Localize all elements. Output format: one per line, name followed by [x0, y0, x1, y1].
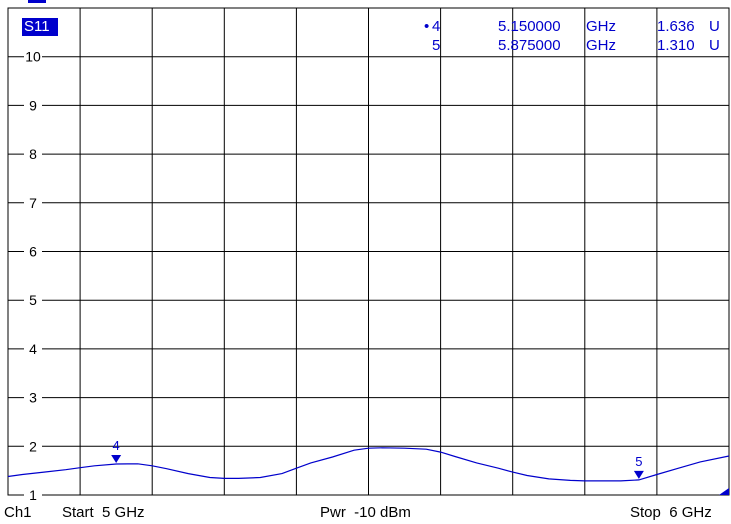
marker-4-freq: 5.150000 [498, 18, 561, 35]
marker-4-id: 4 [432, 18, 441, 35]
y-tick-label-bg [24, 48, 42, 65]
y-tick-label: 10 [25, 49, 41, 65]
footer-start: Start 5 GHz [62, 504, 145, 521]
marker-5-triangle [633, 470, 644, 479]
y-tick-label: 4 [29, 341, 37, 357]
marker-row-4: • 4 5.150000 GHz 1.636 U [0, 18, 731, 36]
y-tick-label: 7 [29, 195, 37, 211]
y-tick-label-bg [24, 340, 42, 357]
plot-area: 10 9 8 7 6 5 4 3 2 1 4 5 [7, 7, 730, 500]
trace-line [7, 447, 730, 482]
y-tick-label: 3 [29, 390, 37, 406]
y-tick-label-bg [24, 389, 42, 406]
y-tick-label-bg [24, 194, 42, 211]
status-footer: Ch1 Start 5 GHz Pwr -10 dBm Stop 6 GHz [0, 501, 731, 524]
y-tick-label: 5 [29, 292, 37, 308]
marker-5-id: 5 [432, 37, 441, 54]
marker-4-triangle [111, 455, 122, 464]
y-tick-label-bg [24, 243, 42, 260]
marker-active-dot: • [424, 18, 430, 35]
marker-readout-table: • 4 5.150000 GHz 1.636 U 5 5.875000 GHz … [0, 18, 731, 58]
marker-4-label: 4 [113, 438, 120, 453]
y-tick-label: 8 [29, 146, 37, 162]
off-scale-indicator [719, 488, 729, 495]
footer-power: Pwr -10 dBm [320, 504, 411, 521]
y-tick-label: 1 [29, 487, 37, 500]
marker-5-freq: 5.875000 [498, 37, 561, 54]
trace-label-s11[interactable]: S11 [22, 18, 58, 36]
y-tick-label-bg [24, 97, 42, 114]
footer-stop: Stop 6 GHz [630, 504, 712, 521]
trace-tag-top-bar [28, 0, 46, 3]
y-tick-label: 6 [29, 244, 37, 260]
y-tick-label-bg [24, 438, 42, 455]
marker-4-unit: GHz [586, 18, 616, 35]
marker-4-value: 1.636 [657, 18, 695, 35]
y-tick-label: 9 [29, 97, 37, 113]
footer-channel: Ch1 [4, 504, 32, 521]
y-tick-label-bg [24, 292, 42, 309]
marker-5-value-unit: U [709, 37, 720, 54]
y-tick-label-bg [24, 487, 42, 500]
marker-5-unit: GHz [586, 37, 616, 54]
marker-4-value-unit: U [709, 18, 720, 35]
marker-row-5: 5 5.875000 GHz 1.310 U [0, 37, 731, 55]
y-tick-label-bg [24, 146, 42, 163]
y-tick-label: 2 [29, 438, 37, 454]
marker-5-label: 5 [635, 454, 642, 469]
marker-5-value: 1.310 [657, 37, 695, 54]
